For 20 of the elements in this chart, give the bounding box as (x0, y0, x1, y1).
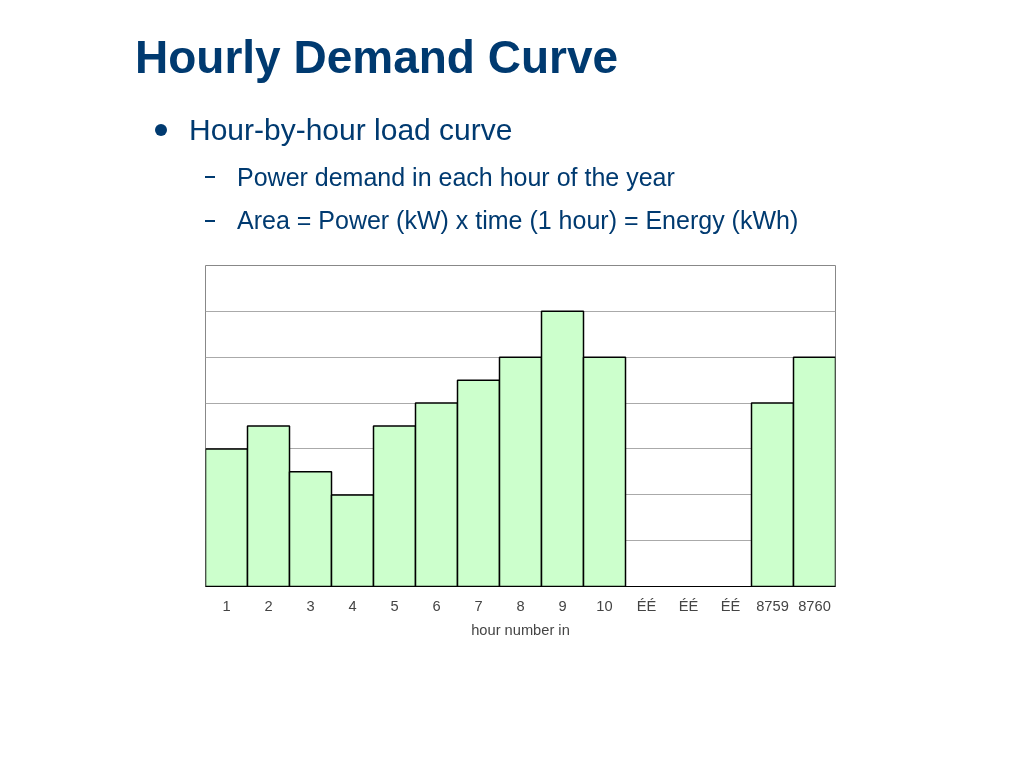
text: Power demand in each hour of the year (236, 161, 676, 193)
x-tick-label: 5 (390, 597, 399, 614)
x-tick-label: 4 (348, 597, 357, 614)
x-tick-label: 8 (516, 597, 525, 614)
x-tick-label: 7 (474, 597, 483, 614)
x-axis-title: hour number in (471, 621, 570, 638)
x-tick-label: 6 (432, 597, 441, 614)
chart-subtitle: Hour-by-hour load curve (188, 111, 514, 148)
x-tick-label: 1 (222, 597, 231, 614)
x-tick-label: 3 (306, 597, 315, 614)
x-tick-label: 9 (558, 597, 567, 614)
x-tick-label: 2 (264, 597, 273, 614)
x-tick-label: 10 (596, 597, 613, 614)
chart-title: Hourly Demand Curve (135, 30, 620, 85)
text: Area = Power (kW) x time (1 hour) = Energy (kWh) (236, 205, 799, 237)
x-tick-label: ÉÉ (678, 597, 699, 614)
x-tick-label: ÉÉ (720, 597, 741, 614)
x-tick-label: ÉÉ (636, 597, 657, 614)
x-tick-label: 8760 (798, 597, 831, 614)
x-tick-label: 8759 (756, 597, 789, 614)
